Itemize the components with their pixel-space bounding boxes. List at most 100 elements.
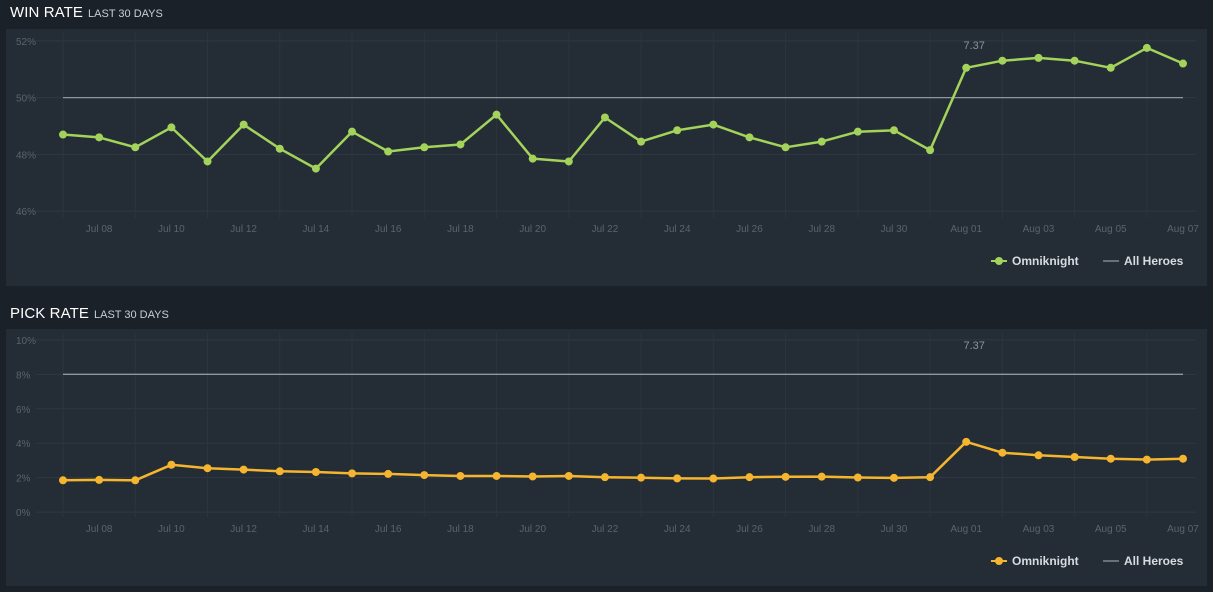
omniknight-point <box>889 126 898 135</box>
omniknight-point <box>311 467 320 476</box>
x-tick-label: Jul 26 <box>736 524 763 535</box>
x-tick-label: Aug 03 <box>1023 524 1055 535</box>
omniknight-point <box>275 467 284 476</box>
x-tick-label: Jul 24 <box>664 524 691 535</box>
omniknight-point <box>420 143 429 152</box>
omniknight-point <box>600 113 609 122</box>
x-tick-label: Jul 18 <box>447 524 474 535</box>
omniknight-point <box>1142 43 1151 52</box>
y-tick-label: 10% <box>16 336 36 347</box>
omniknight-point <box>239 465 248 474</box>
omniknight-point <box>1034 451 1043 460</box>
y-tick-label: 0% <box>16 508 31 519</box>
omniknight-point <box>492 471 501 480</box>
omniknight-point <box>745 133 754 142</box>
pick-rate-title: PICK RATE <box>10 305 89 322</box>
y-tick-label: 6% <box>16 405 31 416</box>
x-tick-label: Jul 12 <box>230 224 257 235</box>
omniknight-point <box>311 164 320 173</box>
patch-annotation: 7.37 <box>964 340 985 352</box>
x-tick-label: Jul 28 <box>808 224 835 235</box>
pick-rate-header: PICK RATE LAST 30 DAYS <box>10 305 169 327</box>
omniknight-point <box>59 130 67 139</box>
x-tick-label: Aug 03 <box>1023 224 1055 235</box>
omniknight-point <box>203 157 212 166</box>
omniknight-point <box>348 127 357 136</box>
x-tick-label: Aug 05 <box>1095 224 1127 235</box>
x-tick-label: Aug 01 <box>950 224 982 235</box>
omniknight-point <box>420 471 429 480</box>
omniknight-point <box>745 473 754 482</box>
legend-omniknight-marker <box>995 257 1003 265</box>
x-tick-label: Aug 01 <box>950 524 982 535</box>
y-tick-label: 50% <box>16 94 36 105</box>
omniknight-point <box>709 120 718 129</box>
omniknight-point <box>167 460 176 469</box>
omniknight-point <box>853 473 862 482</box>
x-tick-label: Jul 28 <box>808 524 835 535</box>
omniknight-point <box>600 473 609 482</box>
omniknight-point <box>1142 455 1151 464</box>
y-tick-label: 48% <box>16 150 36 161</box>
win-rate-header: WIN RATE LAST 30 DAYS <box>10 4 163 26</box>
x-tick-label: Jul 20 <box>519 224 546 235</box>
y-tick-label: 8% <box>16 370 31 381</box>
omniknight-point <box>131 476 140 485</box>
legend-omniknight-marker <box>995 557 1003 565</box>
x-tick-label: Jul 26 <box>736 224 763 235</box>
omniknight-point <box>564 157 573 166</box>
omniknight-point <box>59 476 67 485</box>
y-tick-label: 2% <box>16 474 31 485</box>
omniknight-point <box>1070 453 1079 462</box>
omniknight-point <box>1106 63 1115 72</box>
x-tick-label: Jul 08 <box>86 224 113 235</box>
omniknight-line <box>62 440 1184 482</box>
x-tick-label: Jul 10 <box>158 524 185 535</box>
win-rate-subtitle: LAST 30 DAYS <box>88 8 163 20</box>
y-tick-label: 52% <box>16 37 36 48</box>
x-tick-label: Jul 08 <box>86 524 113 535</box>
x-tick-label: Aug 07 <box>1167 524 1199 535</box>
omniknight-point <box>384 469 393 478</box>
omniknight-point <box>817 472 826 481</box>
win-rate-chart: 52% 50% 48% 46% Jul 08 Jul 10 Jul 12 Jul 14 Jul … <box>16 33 1199 268</box>
omniknight-point <box>926 473 935 482</box>
x-tick-label: Jul 10 <box>158 224 185 235</box>
omniknight-point <box>1070 56 1079 65</box>
omniknight-point <box>1034 53 1043 62</box>
omniknight-point <box>564 471 573 480</box>
legend-omniknight-label: Omniknight <box>1012 254 1079 268</box>
omniknight-point <box>95 475 104 484</box>
win-rate-title: WIN RATE <box>10 4 84 21</box>
y-tick-label: 4% <box>16 439 31 450</box>
omniknight-point <box>275 144 284 153</box>
patch-annotation: 7.37 <box>964 40 985 52</box>
legend-all-heroes-label: All Heroes <box>1124 254 1184 268</box>
omniknight-point <box>456 140 465 149</box>
omniknight-point <box>528 472 537 481</box>
omniknight-line <box>62 46 1184 170</box>
x-tick-label: Jul 16 <box>375 524 402 535</box>
pick-rate-chart-panel: 10% 8% 6% 4% 2% 0% Jul 08 Jul 10 Jul 12 Jul 14 Jul… <box>6 329 1207 586</box>
x-tick-label: Jul 12 <box>230 524 257 535</box>
legend-all-heroes-label: All Heroes <box>1124 554 1184 568</box>
x-tick-label: Jul 14 <box>303 224 330 235</box>
x-tick-label: Jul 18 <box>447 224 474 235</box>
omniknight-point <box>1106 454 1115 463</box>
omniknight-point <box>817 137 826 146</box>
omniknight-point <box>926 146 935 155</box>
omniknight-point <box>962 437 971 446</box>
x-tick-label: Jul 16 <box>375 224 402 235</box>
omniknight-point <box>781 143 790 152</box>
omniknight-point <box>637 137 646 146</box>
pick-rate-chart: 10% 8% 6% 4% 2% 0% Jul 08 Jul 10 Jul 12 Jul 14 Jul… <box>16 333 1199 568</box>
omniknight-point <box>962 63 971 72</box>
win-rate-chart-panel: 52% 50% 48% 46% Jul 08 Jul 10 Jul 12 Jul 14 Jul … <box>6 29 1207 286</box>
omniknight-point <box>709 474 718 483</box>
pick-rate-subtitle: LAST 30 DAYS <box>93 309 169 321</box>
omniknight-point <box>131 143 140 152</box>
x-tick-label: Jul 20 <box>519 524 546 535</box>
omniknight-point <box>203 464 212 473</box>
chart-legend: Omniknight All Heroes <box>991 554 1184 568</box>
omniknight-point <box>781 472 790 481</box>
